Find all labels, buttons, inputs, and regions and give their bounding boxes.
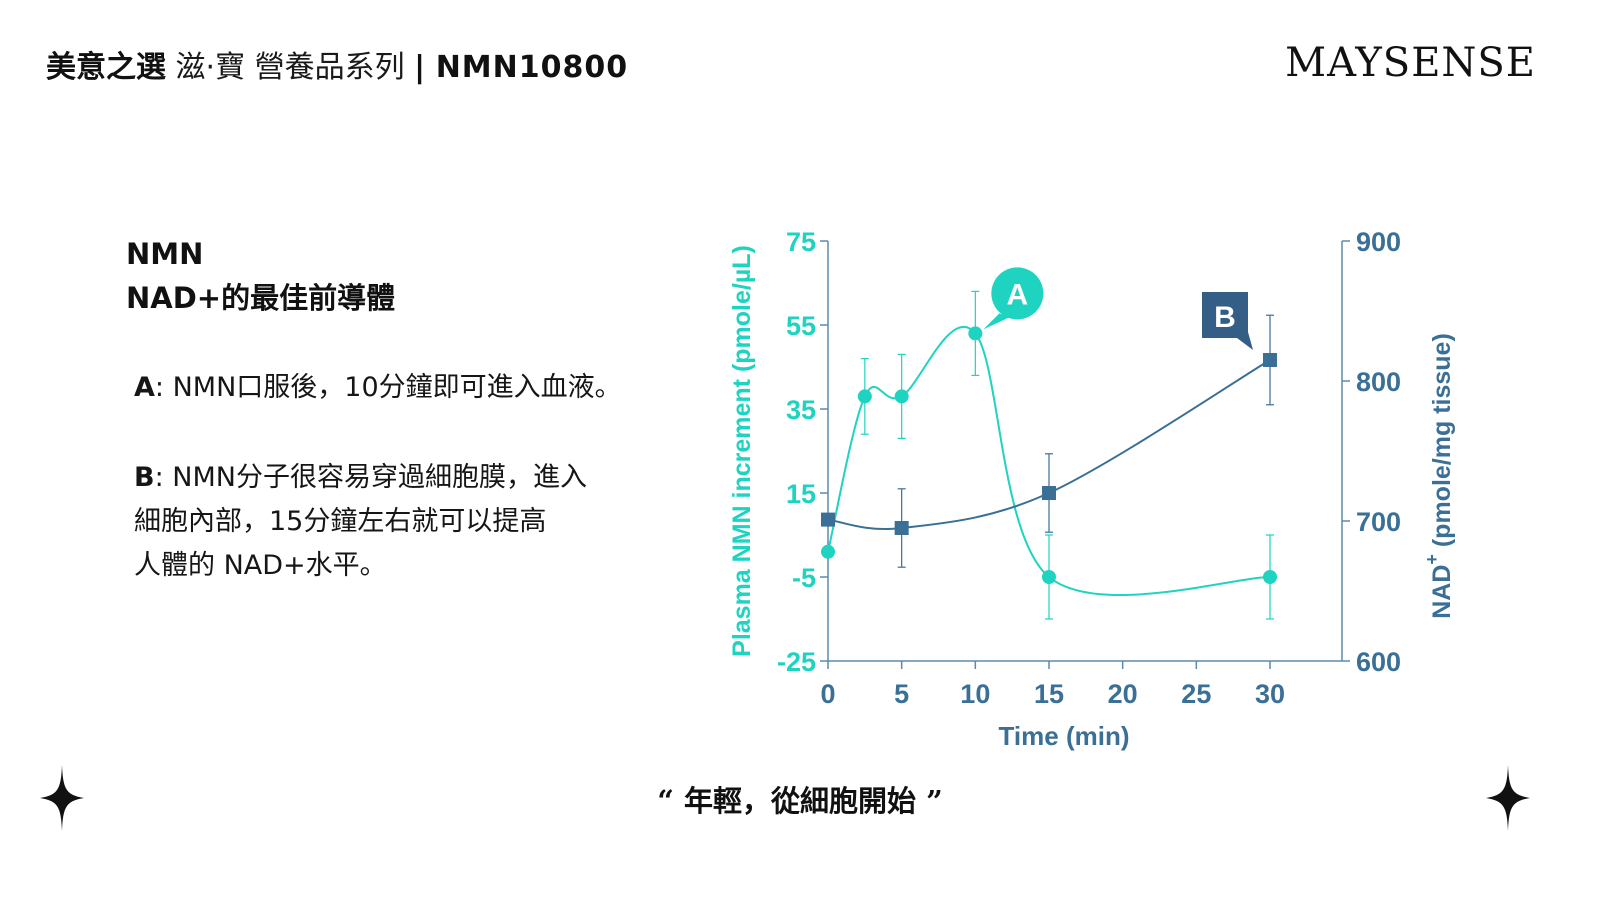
callout-a-pointer [983,313,1010,330]
series-a-point [894,389,909,404]
series-b-point [821,512,835,527]
left-axis-title: Plasma NMN increment (pmole/µL) [728,245,756,657]
left-axis-tick-label: 15 [786,479,816,509]
series-b-point [1042,486,1056,500]
paragraph-a: A: NMN口服後，10分鐘即可進入血液。 [134,366,622,410]
callout-b-label: B [1214,301,1236,334]
series-a-point [857,389,872,404]
paragraph-b-text-1: : NMN分子很容易穿過細胞膜，進入 [154,462,587,493]
label-b: B [134,462,155,493]
series-a-point [968,326,983,341]
series-a-point [1042,570,1056,584]
callout-a-badge [991,267,1044,320]
section-heading: NMN NAD+的最佳前導體 [126,232,395,320]
callout-b-pointer [1237,332,1253,350]
x-axis-title: Time (min) [999,721,1130,751]
x-axis-tick-label: 15 [1034,679,1064,709]
series-a-point [821,544,835,559]
x-axis-tick-label: 10 [960,679,990,709]
product-code: NMN10800 [435,50,629,85]
maysense-logo: MAYSENSE [1285,40,1536,86]
series-name: 滋·寶 營養品系列 [175,50,405,85]
left-axis-tick-label: 75 [786,227,816,257]
callout-a-label: A [1006,278,1028,311]
callout-b-badge [1202,292,1248,338]
x-axis-tick-label: 30 [1255,679,1285,709]
left-axis-tick-label: 55 [786,311,816,341]
slogan-quote: “ 年輕，從細胞開始 ” [657,784,943,818]
heading-line-1: NMN [126,237,204,271]
left-axis-tick-label: -25 [777,647,816,677]
header-title: 美意之選 滋·寶 營養品系列 | NMN10800 [46,46,628,90]
right-axis-tick-label: 700 [1356,507,1401,537]
sparkle-icon [40,765,84,831]
heading-line-2: NAD+的最佳前導體 [126,281,396,315]
x-axis-tick-label: 5 [894,679,909,709]
right-axis-tick-label: 900 [1356,227,1401,257]
x-axis-tick-label: 20 [1108,679,1138,709]
x-axis-tick-label: 25 [1181,679,1211,709]
label-a: A [134,372,155,403]
series-b-point [894,521,909,535]
series-a-point [1263,570,1277,584]
left-axis-tick-label: -5 [792,563,816,593]
separator: | [414,50,427,85]
right-axis-title-sup: + [1422,554,1442,565]
nmn-nad-chart: 75 55 35 15 -5 -25 900 800 700 600 0 5 10 15 20 25 30 Ti… [728,227,1456,751]
right-axis-tick-label: 600 [1356,647,1401,677]
right-axis-title-main: NAD [1428,565,1456,619]
series-b-curve [827,359,1271,530]
right-axis-tick-label: 800 [1356,367,1401,397]
x-axis-tick-label: 0 [820,679,835,709]
brand-name: 美意之選 [46,50,166,85]
paragraph-b-line-1: B: NMN分子很容易穿過細胞膜，進入 [134,456,694,500]
paragraph-b: B: NMN分子很容易穿過細胞膜，進入 細胞內部，15分鐘左右就可以提高 人體的… [134,456,694,588]
left-axis-tick-label: 35 [786,395,816,425]
paragraph-b-line-3: 人體的 NAD+水平。 [134,550,387,581]
right-axis-title-rest: (pmole/mg tissue) [1428,333,1456,554]
paragraph-a-text: : NMN口服後，10分鐘即可進入血液。 [154,372,622,403]
paragraph-b-line-2: 細胞內部，15分鐘左右就可以提高 [134,506,547,537]
right-axis-title: NAD+ (pmole/mg tissue) [1422,333,1456,619]
series-b-point [1263,353,1277,367]
sparkle-icon [1486,765,1530,831]
